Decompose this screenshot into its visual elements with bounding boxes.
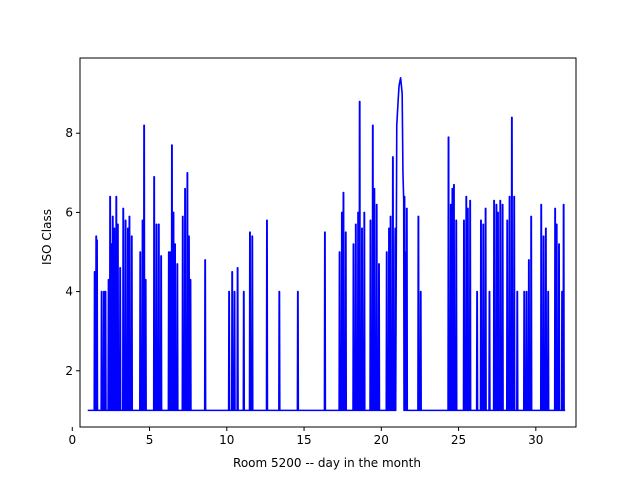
x-tick-label: 20 xyxy=(374,433,389,447)
y-tick-label: 4 xyxy=(65,285,73,299)
x-tick-label: 10 xyxy=(219,433,234,447)
x-tick-label: 25 xyxy=(451,433,466,447)
series-line-0 xyxy=(87,77,566,412)
y-axis-label: ISO Class xyxy=(40,209,54,265)
axes-layer: 0 5 10 15 20 25 30 2 4 6 8 xyxy=(65,57,577,447)
y-tick-label: 6 xyxy=(65,205,73,219)
x-tick-label: 15 xyxy=(296,433,311,447)
y-tick-label: 2 xyxy=(65,364,73,378)
plot-frame xyxy=(79,57,577,428)
x-tick-label: 0 xyxy=(68,433,76,447)
y-tick-label: 8 xyxy=(65,126,73,140)
x-axis-label: Room 5200 -- day in the month xyxy=(233,456,421,470)
series-layer xyxy=(87,77,566,412)
x-tick-label: 30 xyxy=(528,433,543,447)
x-tick-label: 5 xyxy=(146,433,154,447)
